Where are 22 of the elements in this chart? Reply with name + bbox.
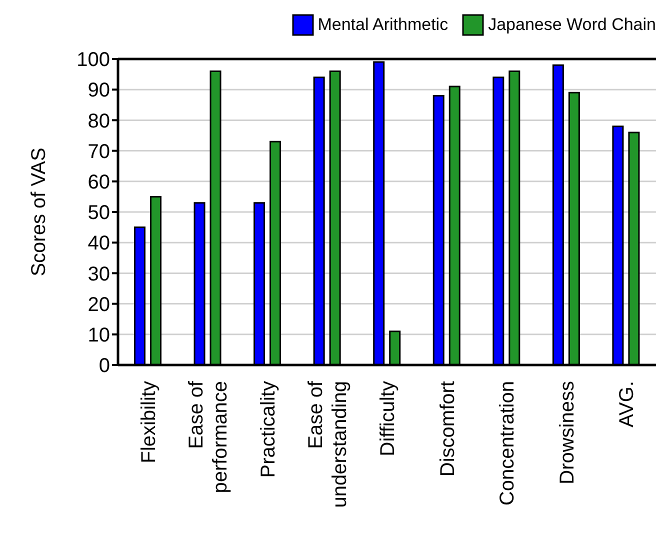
y-tick-label: 70	[88, 140, 110, 163]
x-tick-label: Flexibility	[138, 381, 160, 464]
y-tick-label: 30	[88, 263, 110, 286]
x-tick-label: Ease of performance	[186, 380, 232, 494]
x-tick-label: Practicality	[257, 381, 280, 478]
y-axis-title: Scores of VAS	[28, 148, 50, 276]
x-tick-label: Difficulty	[377, 381, 399, 456]
y-tick-label: 90	[88, 80, 110, 102]
y-tick-label: 80	[88, 110, 110, 132]
legend-label: Mental Arithmetic	[318, 15, 448, 35]
x-tick-label: Discomfort	[436, 380, 459, 477]
legend-label: Japanese Word Chain	[488, 15, 656, 35]
y-tick-label: 50	[88, 202, 110, 224]
x-tick-label: AVG.	[616, 381, 638, 428]
x-tick-label: Concentration	[496, 381, 519, 506]
y-tick-label: 40	[88, 232, 110, 255]
y-tick-label: 0	[98, 355, 110, 378]
y-tick-label: 20	[88, 294, 110, 316]
y-tick-label: 60	[88, 172, 110, 194]
x-tick-label: Drowsiness	[556, 381, 578, 484]
y-tick-label: 100	[76, 49, 110, 72]
y-tick-label: 10	[88, 324, 110, 346]
